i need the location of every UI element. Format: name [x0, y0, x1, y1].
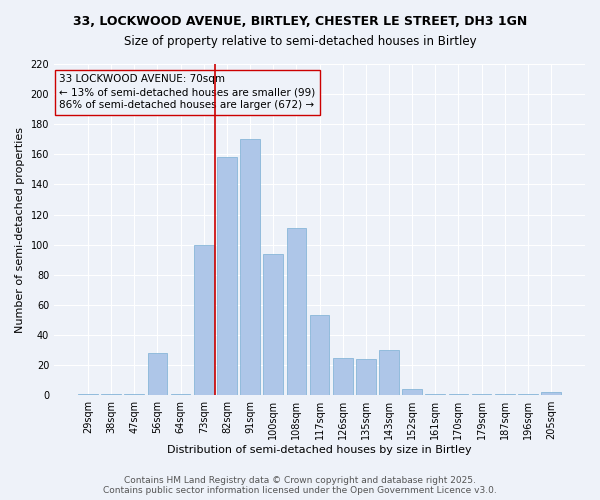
Bar — [495, 394, 515, 395]
Bar — [472, 394, 491, 395]
Text: Contains HM Land Registry data © Crown copyright and database right 2025.
Contai: Contains HM Land Registry data © Crown c… — [103, 476, 497, 495]
Y-axis label: Number of semi-detached properties: Number of semi-detached properties — [15, 126, 25, 332]
Bar — [425, 394, 445, 395]
Bar — [78, 394, 98, 395]
Bar — [518, 394, 538, 395]
Bar — [124, 394, 144, 395]
Bar — [310, 316, 329, 395]
Bar — [263, 254, 283, 395]
Bar — [402, 389, 422, 395]
Bar — [449, 394, 468, 395]
Bar — [287, 228, 306, 395]
Bar — [379, 350, 399, 395]
Bar — [171, 394, 190, 395]
Text: 33 LOCKWOOD AVENUE: 70sqm
← 13% of semi-detached houses are smaller (99)
86% of : 33 LOCKWOOD AVENUE: 70sqm ← 13% of semi-… — [59, 74, 316, 110]
X-axis label: Distribution of semi-detached houses by size in Birtley: Distribution of semi-detached houses by … — [167, 445, 472, 455]
Bar — [148, 353, 167, 395]
Text: 33, LOCKWOOD AVENUE, BIRTLEY, CHESTER LE STREET, DH3 1GN: 33, LOCKWOOD AVENUE, BIRTLEY, CHESTER LE… — [73, 15, 527, 28]
Bar — [333, 358, 353, 395]
Bar — [541, 392, 561, 395]
Bar — [217, 158, 237, 395]
Bar — [240, 140, 260, 395]
Bar — [356, 359, 376, 395]
Text: Size of property relative to semi-detached houses in Birtley: Size of property relative to semi-detach… — [124, 35, 476, 48]
Bar — [194, 244, 214, 395]
Bar — [101, 394, 121, 395]
